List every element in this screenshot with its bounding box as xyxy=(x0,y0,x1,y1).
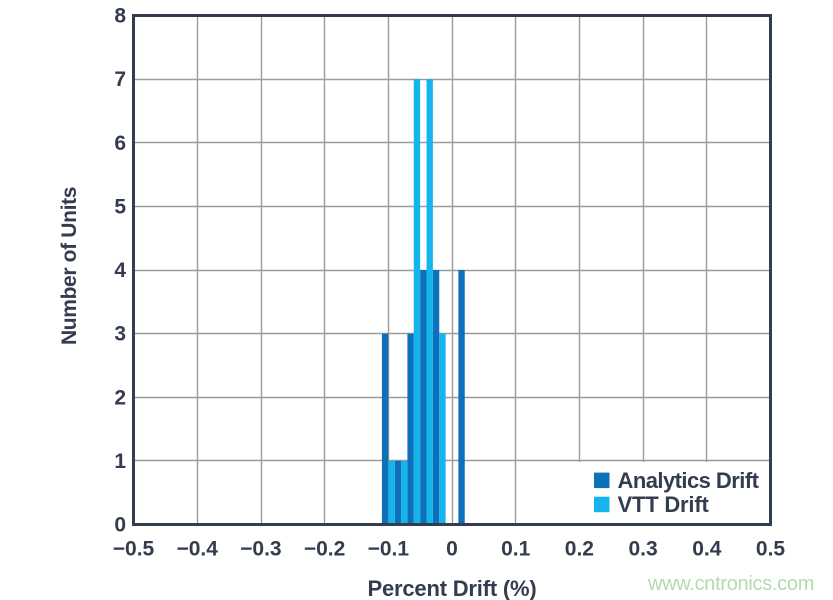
svg-text:0.2: 0.2 xyxy=(565,538,594,561)
svg-text:−0.1: −0.1 xyxy=(368,538,410,561)
svg-text:0.5: 0.5 xyxy=(756,538,786,561)
svg-text:0.1: 0.1 xyxy=(501,538,531,561)
svg-text:0: 0 xyxy=(114,514,126,537)
svg-text:8: 8 xyxy=(114,5,126,28)
svg-text:3: 3 xyxy=(114,323,126,346)
svg-text:7: 7 xyxy=(114,68,126,91)
svg-text:Percent Drift (%): Percent Drift (%) xyxy=(368,576,537,600)
svg-text:Number of Units: Number of Units xyxy=(58,187,81,345)
svg-text:2: 2 xyxy=(114,386,126,409)
svg-text:−0.2: −0.2 xyxy=(304,538,345,561)
svg-text:0.3: 0.3 xyxy=(628,538,657,561)
svg-text:VTT Drift: VTT Drift xyxy=(618,492,710,517)
svg-text:Analytics Drift: Analytics Drift xyxy=(618,468,760,493)
svg-text:6: 6 xyxy=(114,132,126,155)
svg-text:0.4: 0.4 xyxy=(692,538,722,561)
svg-text:1: 1 xyxy=(114,450,126,473)
svg-text:−0.3: −0.3 xyxy=(240,538,281,561)
svg-text:4: 4 xyxy=(114,259,126,282)
svg-text:−0.5: −0.5 xyxy=(113,538,155,561)
svg-text:−0.4: −0.4 xyxy=(176,538,218,561)
svg-text:www.cntronics.com: www.cntronics.com xyxy=(647,573,814,595)
svg-text:0: 0 xyxy=(446,538,458,561)
svg-text:5: 5 xyxy=(114,195,126,218)
